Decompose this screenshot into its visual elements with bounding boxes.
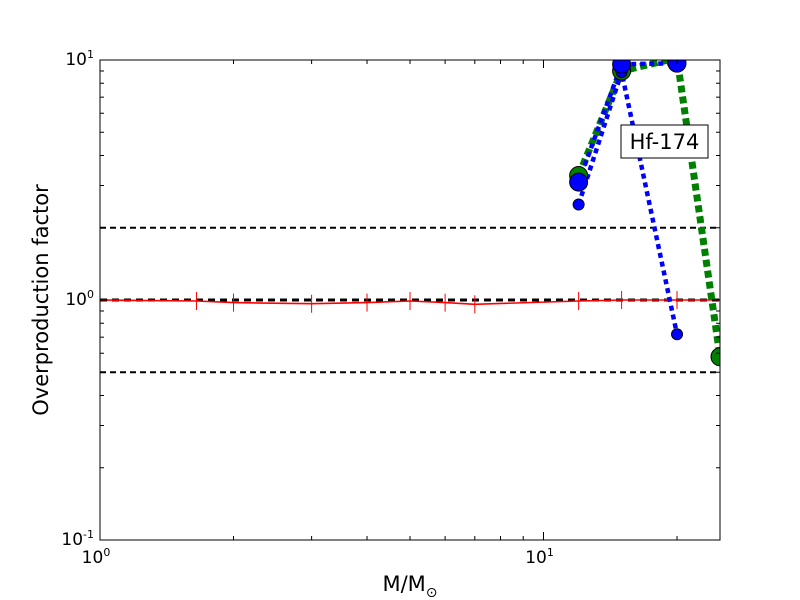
x-tick-label: 100 <box>82 546 111 568</box>
plot-content <box>100 60 720 374</box>
x-axis-label-main: M/M <box>382 572 425 596</box>
data-point-marker <box>667 60 687 73</box>
data-point-marker <box>569 172 589 192</box>
x-axis-label-sub: ⊙ <box>426 585 438 600</box>
series-line-red <box>100 299 720 306</box>
y-tick-label: 10-1 <box>61 528 94 550</box>
y-axis-label: Overproduction factor <box>29 184 53 416</box>
x-axis-label: M/M⊙ <box>382 572 437 600</box>
data-point-marker <box>612 60 632 74</box>
series-line-blue <box>576 60 678 183</box>
y-tick-label: 101 <box>65 48 94 70</box>
data-point-marker <box>710 347 720 367</box>
data-point-marker <box>572 198 585 211</box>
axes-ticks <box>99 59 720 541</box>
y-tick-label: 100 <box>65 288 94 310</box>
data-point-marker <box>671 328 684 341</box>
series-line-green <box>575 60 720 358</box>
annotation-frame <box>620 124 709 159</box>
annotation-label: Hf-174 <box>630 130 700 154</box>
x-tick-label: 101 <box>525 546 554 568</box>
annotation-box: Hf-174 <box>620 124 709 159</box>
